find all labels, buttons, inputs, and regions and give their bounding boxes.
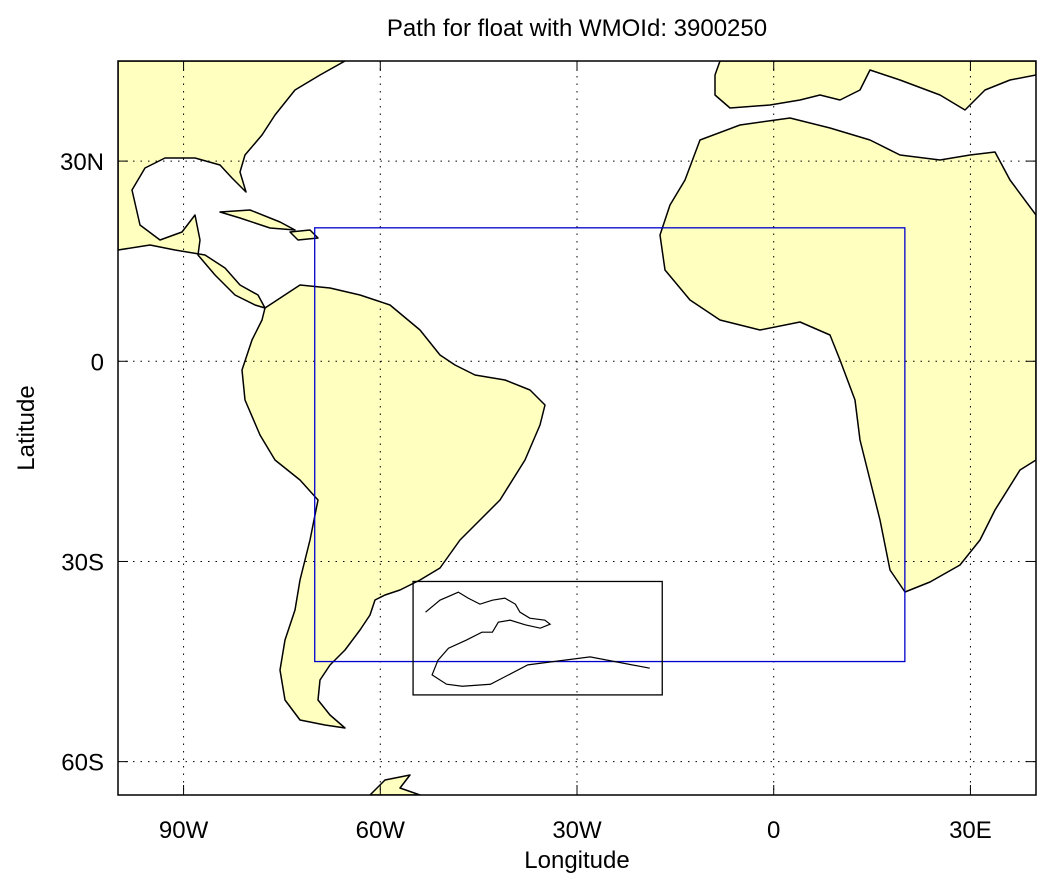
hispaniola (289, 229, 319, 241)
antarctica (369, 774, 421, 795)
region-box (412, 580, 663, 696)
region-box (314, 227, 906, 663)
float-path (425, 591, 650, 687)
cuba (219, 209, 296, 231)
x-axis-label: Longitude (524, 847, 629, 874)
europe (714, 61, 1036, 111)
chart-title: Path for float with WMOId: 3900250 (387, 15, 767, 42)
x-tick-label: 30E (949, 817, 992, 844)
y-tick-label: 30S (61, 549, 104, 576)
x-tick-label: 0 (767, 817, 780, 844)
x-tick-label: 60W (356, 817, 406, 844)
x-tick-label: 90W (159, 817, 209, 844)
x-tick-label: 30W (552, 817, 602, 844)
plot-frame (117, 60, 1037, 796)
y-tick-label: 30N (60, 149, 104, 176)
north-america (118, 61, 346, 309)
south-america (241, 284, 546, 729)
y-axis-label: Latitude (13, 385, 40, 470)
y-tick-label: 60S (61, 750, 104, 777)
land (118, 61, 1036, 795)
y-tick-label: 0 (91, 349, 104, 376)
africa (659, 117, 1036, 593)
plot-layer: 90W 60W 30W 0 30E 30N 0 30S 60S (60, 61, 1036, 844)
